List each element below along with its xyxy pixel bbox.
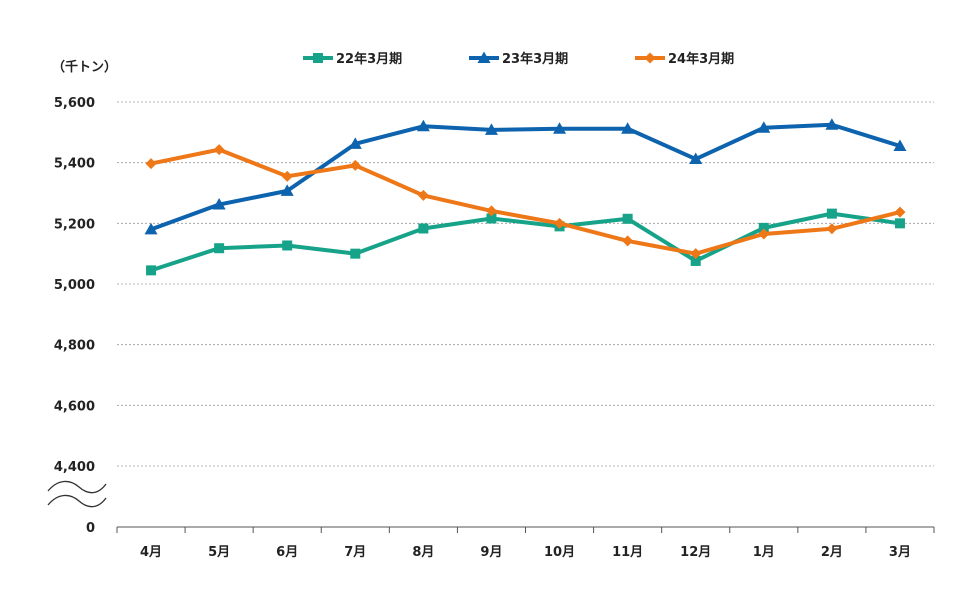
data-point-square	[894, 218, 905, 229]
x-tick-label: 11月	[612, 545, 643, 560]
data-point-diamond	[894, 206, 906, 218]
x-tick-label: 10月	[544, 545, 575, 560]
x-tick-label: 7月	[344, 545, 366, 560]
y-tick-label: 0	[86, 521, 95, 536]
data-point-triangle	[893, 139, 907, 151]
data-point-diamond	[417, 189, 429, 201]
data-point-diamond	[690, 248, 702, 260]
x-tick-label: 3月	[889, 545, 911, 560]
data-point-triangle	[212, 198, 226, 210]
series-line	[150, 147, 901, 256]
data-point-square	[313, 53, 323, 63]
data-point-triangle	[621, 122, 635, 134]
data-point-square	[350, 248, 361, 259]
data-point-square	[146, 265, 157, 276]
data-point-diamond	[644, 52, 656, 64]
data-point-diamond	[554, 217, 566, 229]
series-lines	[144, 118, 907, 276]
series-line	[150, 122, 901, 232]
y-tick-label: 4,800	[54, 339, 95, 354]
x-tick-label: 2月	[821, 545, 843, 560]
data-point-square	[622, 213, 633, 224]
data-point-triangle	[144, 222, 158, 235]
data-point-diamond	[622, 235, 634, 247]
data-point-triangle	[416, 119, 430, 132]
y-tick-label: 5,000	[54, 278, 95, 293]
data-point-diamond	[758, 228, 770, 240]
legend-item: 23年3月期	[469, 51, 568, 67]
data-point-triangle	[477, 51, 491, 63]
data-point-square	[418, 223, 429, 234]
data-point-triangle	[553, 122, 567, 134]
x-tick-label: 6月	[276, 545, 298, 560]
data-point-triangle	[348, 137, 362, 149]
series-3	[145, 144, 906, 260]
data-point-diamond	[485, 205, 497, 217]
y-axis-tick-labels: 5,600 5,400 5,200 5,000 4,800 4,600 4,400 0	[54, 96, 95, 536]
x-tick-label: 4月	[140, 545, 162, 560]
legend-item: 24年3月期	[635, 51, 734, 67]
data-point-triangle	[280, 184, 294, 196]
series-2	[144, 118, 907, 235]
y-tick-label: 4,600	[54, 399, 95, 414]
data-point-diamond	[349, 159, 361, 171]
y-tick-label: 5,600	[54, 96, 95, 111]
x-tick-label: 1月	[753, 545, 775, 560]
series-line	[150, 211, 901, 273]
legend-label: 23年3月期	[502, 51, 568, 67]
x-tick-label: 5月	[208, 545, 230, 560]
x-tick-label: 9月	[480, 545, 502, 560]
y-tick-label: 4,400	[54, 460, 95, 475]
data-point-diamond	[145, 158, 157, 170]
series-1	[146, 208, 905, 276]
data-point-square	[486, 213, 497, 224]
data-point-square	[758, 222, 769, 233]
y-tick-label: 5,400	[54, 157, 95, 172]
data-point-triangle	[757, 121, 771, 133]
data-point-diamond	[213, 144, 225, 156]
data-point-diamond	[281, 170, 293, 182]
data-point-square	[690, 255, 701, 266]
data-point-triangle	[825, 118, 839, 130]
legend: 22年3月期 23年3月期 24年3月期	[303, 51, 734, 67]
y-tick-label: 5,200	[54, 217, 95, 232]
x-axis: 4月 5月 6月 7月 8月 9月 10月 11月 12月 1月 2月 3月	[116, 526, 935, 560]
data-point-square	[826, 208, 837, 219]
y-axis-unit-label: （千トン）	[52, 59, 117, 75]
x-tick-label: 8月	[412, 545, 434, 560]
axis-break-symbol	[47, 480, 107, 508]
data-point-square	[214, 243, 225, 254]
data-point-diamond	[826, 223, 838, 235]
data-point-triangle	[689, 152, 703, 165]
legend-label: 24年3月期	[668, 51, 734, 67]
x-tick-label: 12月	[680, 545, 711, 560]
legend-label: 22年3月期	[336, 51, 402, 67]
legend-item: 22年3月期	[303, 51, 402, 67]
data-point-triangle	[484, 123, 498, 135]
data-point-square	[282, 240, 293, 251]
